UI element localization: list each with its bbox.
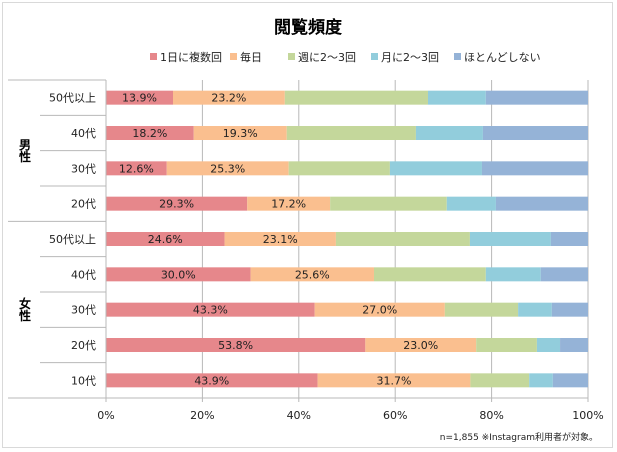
bar-segment (193, 126, 287, 140)
data-label: 12.6% (119, 162, 154, 175)
bar-segment (481, 161, 588, 176)
bar-segment (444, 302, 519, 317)
bar-segment (317, 373, 471, 388)
bar-segment (365, 338, 477, 352)
bar-segment (284, 90, 428, 105)
bar-segment (482, 126, 588, 140)
data-label: 18.2% (132, 127, 167, 140)
data-label: 23.1% (263, 233, 298, 246)
data-label: 29.3% (159, 198, 194, 211)
data-label: 53.8% (218, 339, 253, 352)
legend-label: 毎日 (240, 51, 262, 64)
bar-segment (476, 338, 537, 352)
legend-swatch (150, 53, 157, 60)
group-label: 男性 (18, 138, 32, 163)
category-label: 10代 (71, 374, 96, 387)
chart-title: 閲覧頻度 (274, 17, 343, 38)
category-label: 30代 (71, 162, 96, 175)
bar-segment (106, 90, 173, 105)
bar-segment (389, 161, 482, 176)
bar-segment (106, 232, 225, 246)
data-label: 27.0% (362, 304, 397, 317)
group-label: 女性 (18, 296, 32, 322)
legend-label: 週に2～3回 (298, 51, 356, 64)
category-label: 30代 (71, 304, 96, 317)
bar-segment (536, 338, 561, 352)
bar-segment (106, 338, 366, 352)
x-axis: 0% 20% 40% 60% 80% 100% (97, 409, 603, 422)
legend-label: 1日に複数回 (160, 50, 222, 64)
bar-segment (247, 196, 331, 211)
data-label: 13.9% (122, 92, 157, 105)
category-label: 40代 (71, 127, 96, 140)
bar-segment (469, 232, 551, 246)
bar-segment (550, 232, 588, 246)
bar-segment (485, 267, 541, 282)
category-label: 50代以上 (49, 92, 96, 105)
bar-segment (335, 232, 470, 246)
data-label: 43.3% (193, 304, 228, 317)
x-tick-label: 40% (287, 409, 311, 422)
bar-segment (529, 373, 553, 388)
data-label: 25.3% (210, 162, 245, 175)
bar-segment (540, 267, 588, 282)
bar-segment (552, 373, 588, 388)
x-tick-label: 0% (97, 409, 114, 422)
category-axis: 50代以上 40代 30代 20代 男性 50代以上 40代 30代 20代 10代 女性 (8, 79, 107, 399)
bar-segment (288, 161, 390, 176)
bar-segment (250, 267, 374, 282)
bar-segment (470, 373, 530, 388)
bar-segment (373, 267, 486, 282)
bar-segment (427, 90, 486, 105)
data-label: 31.7% (377, 374, 412, 387)
data-label: 19.3% (223, 127, 258, 140)
bar-segment (172, 90, 285, 105)
legend-swatch (371, 53, 378, 60)
category-label: 20代 (71, 198, 96, 211)
bar-segment (286, 126, 416, 140)
legend: 1日に複数回 毎日 週に2～3回 月に2～3回 ほとんどしない (150, 50, 541, 64)
x-tick-label: 100% (572, 409, 603, 422)
bar-segment (330, 196, 447, 211)
bar-segment (495, 196, 588, 211)
bar-segment (106, 267, 251, 282)
x-tick-label: 60% (383, 409, 407, 422)
legend-swatch (288, 53, 295, 60)
bar-segment (106, 196, 248, 211)
legend-label: ほとんどしない (464, 51, 541, 64)
bar-segment (560, 338, 588, 352)
x-tick-label: 20% (190, 409, 214, 422)
x-tick-label: 80% (479, 409, 503, 422)
legend-swatch (454, 53, 461, 60)
bar-segment (551, 302, 588, 317)
data-label: 43.9% (194, 374, 229, 387)
bar-segment (106, 302, 315, 317)
bar-segment (446, 196, 496, 211)
chart-frame (2, 2, 613, 448)
bars: 13.9% 23.2% 18.2% 19.3% 12.6% 25.3% 29.3% 17.2%… (106, 90, 588, 388)
chart-note: n=1,855 ※Instagram利用者が対象。 (440, 431, 598, 443)
data-label: 23.0% (403, 339, 438, 352)
data-label: 24.6% (148, 233, 183, 246)
bar-segment (485, 90, 588, 105)
legend-swatch (230, 53, 237, 60)
bar-segment (224, 232, 336, 246)
bar-segment (166, 161, 289, 176)
data-label: 23.2% (211, 92, 246, 105)
data-label: 30.0% (161, 268, 196, 281)
data-label: 25.6% (295, 268, 330, 281)
data-label: 17.2% (271, 198, 306, 211)
bar-segment (415, 126, 483, 140)
category-label: 50代以上 (49, 233, 96, 246)
category-label: 40代 (71, 268, 96, 281)
bar-segment (314, 302, 445, 317)
bar-segment (106, 126, 194, 140)
bar-segment (106, 161, 167, 176)
bar-segment (106, 373, 318, 388)
legend-label: 月に2～3回 (381, 51, 439, 64)
category-label: 20代 (71, 339, 96, 352)
bar-segment (518, 302, 552, 317)
